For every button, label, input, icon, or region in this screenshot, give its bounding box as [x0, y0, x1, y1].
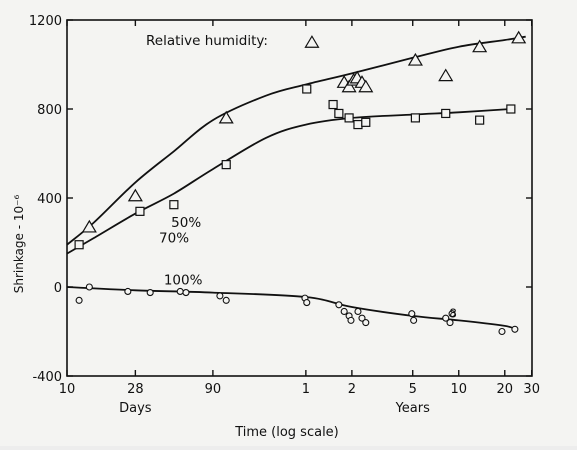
y-axis-label: Shrinkage - 10⁻⁶ — [12, 195, 26, 294]
point-s0-0 — [81, 219, 97, 233]
point-s0-1 — [127, 188, 143, 202]
point-s2-1 — [85, 283, 93, 291]
point-s1-10 — [410, 113, 420, 123]
x-unit-label-0: Days — [119, 401, 152, 416]
curve-series-1 — [66, 108, 511, 255]
point-s1-5 — [328, 99, 338, 110]
x-axis-label: Time (log scale) — [234, 425, 339, 440]
point-s2-13 — [347, 316, 355, 324]
point-s2-11 — [340, 307, 348, 316]
point-s2-0 — [75, 296, 83, 304]
point-s1-12 — [475, 115, 485, 125]
point-s2-22 — [498, 327, 506, 336]
point-s2-21 — [448, 310, 456, 318]
point-s1-6 — [334, 108, 344, 119]
point-s2-15 — [358, 314, 366, 322]
point-s2-2 — [124, 287, 132, 296]
point-s1-11 — [441, 108, 451, 119]
y-tick-label-2: 400 — [37, 192, 62, 207]
point-s2-10 — [335, 301, 343, 309]
point-s0-10 — [407, 52, 423, 66]
data-points: 8 — [74, 30, 527, 336]
point-s2-9 — [303, 299, 311, 307]
point-s1-13 — [506, 104, 516, 114]
point-s1-2 — [169, 200, 179, 210]
point-s0-3 — [304, 35, 320, 48]
point-s2-7 — [222, 296, 230, 304]
point-s1-1 — [135, 206, 145, 216]
point-s2-18 — [410, 316, 418, 324]
point-s1-7 — [344, 113, 354, 123]
point-s1-0 — [74, 240, 84, 250]
point-s0-11 — [438, 68, 454, 82]
legend-title: Relative humidity: — [146, 33, 268, 49]
point-s0-2 — [218, 110, 234, 124]
y-tick-label-3: 0 — [54, 281, 62, 296]
point-s0-13 — [511, 30, 527, 44]
point-s1-4 — [302, 84, 312, 94]
x-unit-label-1: Years — [395, 401, 431, 416]
x-tick-label-5: 5 — [409, 382, 417, 397]
point-s2-20 — [446, 319, 454, 327]
point-s2-4 — [176, 287, 184, 296]
point-s2-3 — [146, 289, 154, 297]
x-tick-label-3: 1 — [302, 382, 310, 397]
x-tick-label-1: 28 — [127, 382, 144, 397]
point-s1-9 — [361, 117, 371, 127]
x-tick-label-8: 30 — [523, 382, 540, 397]
series-label-1: 70% — [159, 231, 189, 247]
point-s2-19 — [442, 314, 450, 322]
series-label-2: 100% — [164, 272, 203, 288]
curve-series-0 — [66, 35, 526, 246]
point-s2-23 — [511, 325, 519, 333]
extra-mark-0: 8 — [449, 307, 457, 321]
y-tick-label-4: -400 — [32, 370, 62, 385]
point-s1-3 — [221, 160, 231, 170]
point-s2-6 — [216, 292, 224, 300]
y-tick-label-1: 800 — [37, 103, 62, 118]
x-tick-label-4: 2 — [348, 382, 356, 397]
point-s1-8 — [353, 119, 363, 130]
point-s2-5 — [182, 289, 190, 297]
point-s0-12 — [472, 39, 488, 53]
series-labels: 50%70% 100% — [159, 215, 203, 288]
point-s2-17 — [408, 310, 416, 318]
point-s0-9 — [358, 79, 374, 93]
point-s0-5 — [341, 79, 357, 93]
y-tick-label-0: 1200 — [29, 14, 62, 29]
x-tick-label-2: 90 — [205, 382, 222, 397]
x-tick-label-6: 10 — [450, 382, 467, 397]
series-label-0: 50% — [171, 215, 201, 231]
x-tick-label-7: 20 — [497, 382, 514, 397]
fitted-curves — [66, 35, 526, 331]
point-s2-16 — [362, 319, 370, 327]
point-s2-14 — [354, 307, 362, 316]
x-tick-label-0: 10 — [59, 382, 76, 397]
